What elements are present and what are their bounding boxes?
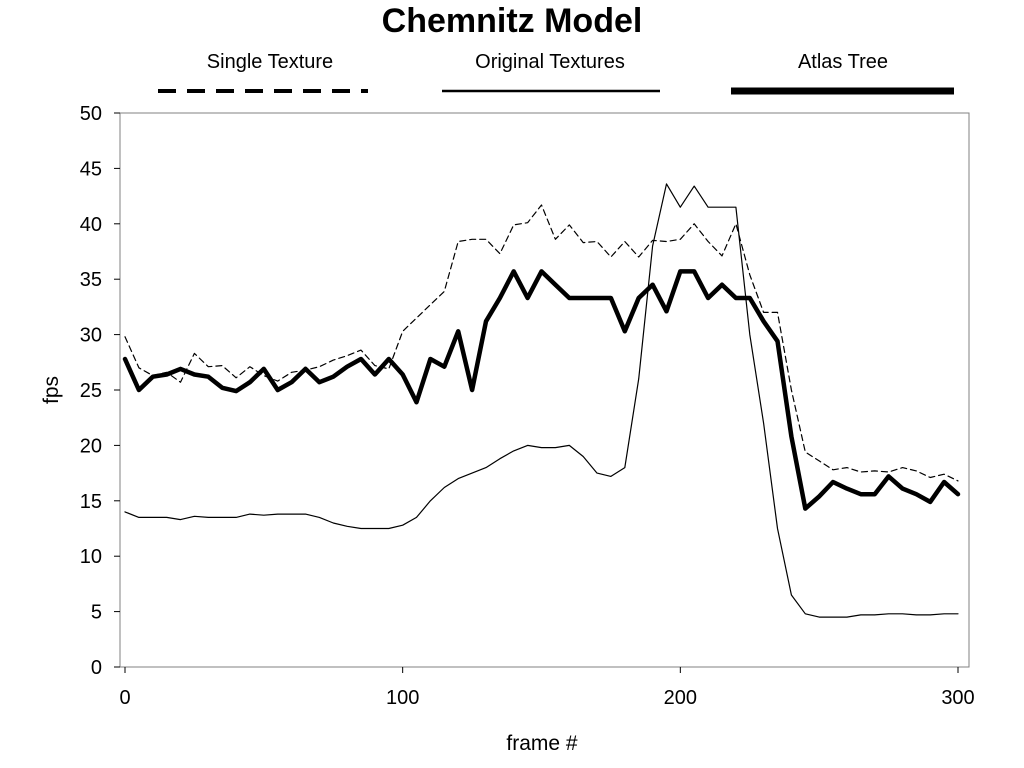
chart-title: Chemnitz Model xyxy=(381,2,643,40)
legend-label-single-texture: Single Texture xyxy=(206,51,334,73)
x-tick-label: 300 xyxy=(941,687,974,709)
y-tick-label: 25 xyxy=(80,380,102,402)
x-tick-label: 100 xyxy=(386,687,419,709)
x-tick-label: 200 xyxy=(664,687,697,709)
legend-label-atlas-tree: Atlas Tree xyxy=(797,51,889,73)
y-tick-label: 10 xyxy=(80,546,102,568)
x-axis-label: frame # xyxy=(506,732,578,755)
plot-area xyxy=(119,112,970,668)
series-line-atlas-tree xyxy=(122,269,961,511)
series-line-single-texture xyxy=(124,204,959,482)
y-tick-label: 5 xyxy=(91,602,102,624)
y-tick-label: 45 xyxy=(80,158,102,180)
y-tick-label: 50 xyxy=(80,103,102,125)
y-tick-label: 15 xyxy=(80,491,102,513)
y-tick-label: 35 xyxy=(80,269,102,291)
legend-label-original-textures: Original Textures xyxy=(475,51,625,73)
y-tick-label: 20 xyxy=(80,435,102,457)
x-tick-label: 0 xyxy=(119,687,130,709)
y-tick-label: 40 xyxy=(80,214,102,236)
y-tick-label: 30 xyxy=(80,325,102,347)
series-lines xyxy=(122,183,961,618)
y-axis-label: fps xyxy=(40,376,63,404)
axes: 0 5 10 15 20 25 30 35 40 45 50 0 100 200 300 xyxy=(80,103,975,709)
series-line-original-textures xyxy=(124,183,959,618)
y-tick-label: 0 xyxy=(91,657,102,679)
